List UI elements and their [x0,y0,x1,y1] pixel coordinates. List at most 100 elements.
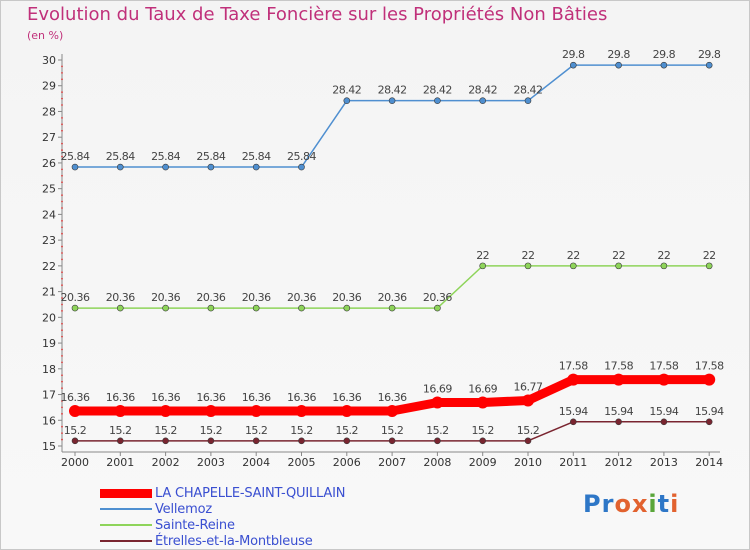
data-label-la-chapelle-saint-quillain: 16.36 [151,391,180,404]
data-point-vellemoz [388,97,396,104]
y-minor-tick [61,412,63,415]
y-minor-tick [61,406,63,409]
data-point-trelles-et-la-montbleuse [252,437,260,445]
data-point-sainte-reine [705,262,713,270]
y-minor-tick [61,374,63,377]
y-minor-tick [61,226,63,229]
logo-letter: t [657,490,671,518]
data-point-sainte-reine [71,304,79,312]
data-label-vellemoz: 29.8 [607,48,630,61]
data-point-vellemoz [660,61,668,69]
data-label-sainte-reine: 20.36 [423,291,452,304]
data-label-la-chapelle-saint-quillain: 17.58 [604,360,633,373]
data-label-vellemoz: 28.42 [468,84,497,97]
data-point-vellemoz [615,61,622,69]
data-point-la-chapelle-saint-quillain [476,396,489,409]
y-minor-tick [61,65,63,68]
data-label-sainte-reine: 20.36 [242,291,271,304]
data-point-vellemoz [524,97,532,104]
x-tick-label: 2014 [695,456,723,469]
data-label-sainte-reine: 20.36 [106,291,135,304]
data-label-sainte-reine: 20.36 [196,291,225,304]
x-tick-label: 2009 [469,456,497,469]
data-point-la-chapelle-saint-quillain [386,405,399,418]
y-minor-tick [61,380,63,383]
data-point-trelles-et-la-montbleuse [388,437,396,445]
y-minor-tick [61,271,63,274]
y-minor-tick [61,104,63,106]
data-point-la-chapelle-saint-quillain [340,405,353,418]
data-point-trelles-et-la-montbleuse [569,418,577,426]
y-minor-tick [61,149,63,151]
data-point-trelles-et-la-montbleuse [524,437,532,445]
legend-swatch-sainte-reine [100,524,152,526]
data-label-vellemoz: 28.42 [423,84,452,97]
legend-item-trelles-et-la-montbleuse: Étrelles-et-la-Montbleuse [100,534,313,549]
data-point-la-chapelle-saint-quillain [69,405,81,418]
y-minor-tick [61,329,63,332]
legend-swatch-vellemoz [100,508,152,510]
unit-label: (en %) [27,29,64,42]
data-label-la-chapelle-saint-quillain: 16.36 [378,391,407,404]
y-minor-tick [61,303,63,306]
data-label-vellemoz: 28.42 [514,84,543,97]
data-label-vellemoz: 25.84 [151,150,180,163]
y-minor-tick [61,97,63,100]
x-tick-label: 2003 [197,456,225,469]
data-point-vellemoz [569,61,577,69]
y-minor-tick [61,400,63,402]
data-label-vellemoz: 25.84 [287,150,316,163]
data-point-la-chapelle-saint-quillain [522,394,534,407]
x-tick-label: 2013 [650,456,678,469]
data-label-trelles-et-la-montbleuse: 15.94 [649,405,678,418]
x-tick-label: 2012 [605,456,633,469]
data-point-sainte-reine [479,262,487,270]
data-label-sainte-reine: 22 [612,249,625,262]
x-tick-label: 2001 [106,456,134,469]
data-point-vellemoz [207,163,215,171]
data-label-trelles-et-la-montbleuse: 15.2 [109,424,132,437]
data-label-vellemoz: 29.8 [562,48,585,61]
y-minor-tick [61,252,63,254]
data-label-sainte-reine: 20.36 [151,291,180,304]
y-minor-tick [61,207,63,209]
data-point-la-chapelle-saint-quillain [114,405,127,418]
y-minor-tick [61,438,63,441]
x-tick-label: 2010 [514,456,542,469]
y-minor-tick [61,123,63,126]
data-point-la-chapelle-saint-quillain [703,373,716,386]
data-point-vellemoz [162,163,169,171]
legend-swatch-trelles-et-la-montbleuse [100,540,152,542]
proxiti-logo: Proxiti [583,490,679,518]
data-label-trelles-et-la-montbleuse: 15.2 [64,424,87,437]
data-label-la-chapelle-saint-quillain: 16.69 [468,383,497,396]
y-minor-tick [61,168,63,171]
data-point-vellemoz [434,97,441,104]
y-tick-label: 18 [42,363,56,376]
y-tick-label: 28 [42,105,56,118]
data-label-trelles-et-la-montbleuse: 15.94 [695,405,724,418]
data-label-sainte-reine: 20.36 [378,291,407,304]
y-minor-tick [61,117,63,119]
data-label-trelles-et-la-montbleuse: 15.94 [604,405,633,418]
legend-item-sainte-reine: Sainte-Reine [100,518,235,533]
data-label-trelles-et-la-montbleuse: 15.2 [426,424,449,437]
data-label-vellemoz: 28.42 [378,84,407,97]
x-tick-label: 2006 [333,456,361,469]
data-point-la-chapelle-saint-quillain [295,405,308,418]
data-label-sainte-reine: 22 [522,249,535,262]
data-point-la-chapelle-saint-quillain [431,396,444,409]
data-label-la-chapelle-saint-quillain: 16.36 [196,391,225,404]
y-minor-tick [61,232,63,235]
data-label-la-chapelle-saint-quillain: 16.69 [423,383,452,396]
logo-letter: i [670,490,680,518]
data-label-la-chapelle-saint-quillain: 17.58 [695,360,724,373]
data-label-vellemoz: 29.8 [698,48,721,61]
data-label-vellemoz: 25.84 [106,150,135,163]
data-label-la-chapelle-saint-quillain: 16.77 [514,380,543,393]
x-tick-label: 2011 [559,456,587,469]
data-point-vellemoz [343,97,351,104]
data-label-la-chapelle-saint-quillain: 16.36 [106,391,135,404]
data-point-sainte-reine [388,304,396,312]
